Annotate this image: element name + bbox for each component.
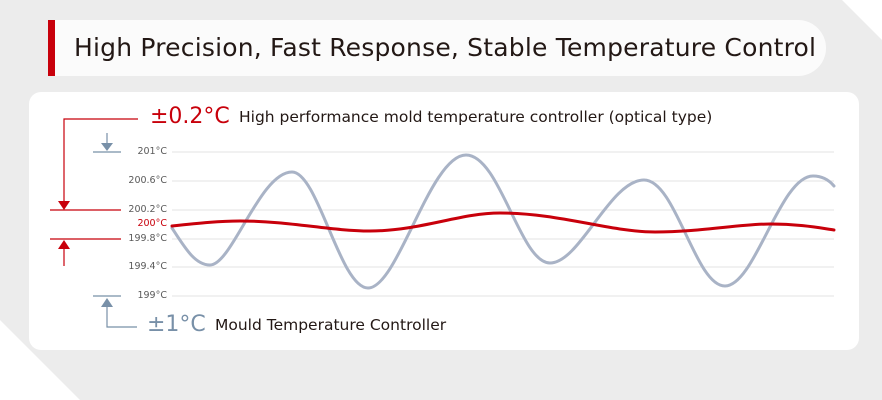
arrow-up-red-icon xyxy=(58,240,70,249)
standard-label: Mould Temperature Controller xyxy=(215,316,447,334)
y-tick-199: 199°C xyxy=(137,290,167,301)
y-tick-201: 201°C xyxy=(137,146,167,157)
y-tick-199-4: 199.4°C xyxy=(128,261,167,272)
y-tick-199-8: 199.8°C xyxy=(128,233,167,244)
high-performance-bracket xyxy=(50,118,138,266)
title-accent-bar xyxy=(48,20,55,76)
standard-controller-line xyxy=(170,153,836,290)
standard-bracket xyxy=(93,133,137,328)
y-tick-200-6: 200.6°C xyxy=(128,175,167,186)
y-tick-200-2: 200.2°C xyxy=(128,204,167,215)
high-performance-line xyxy=(170,211,836,234)
gridlines xyxy=(172,151,834,297)
page-title: High Precision, Fast Response, Stable Te… xyxy=(74,33,817,62)
high-performance-label: High performance mold temperature contro… xyxy=(239,108,713,126)
standard-tolerance: ±1°C xyxy=(147,312,206,337)
title-banner xyxy=(48,20,826,76)
arrow-down-gray-icon xyxy=(101,143,113,151)
high-performance-tolerance: ±0.2°C xyxy=(150,104,230,129)
arrow-down-red-icon xyxy=(58,201,70,210)
y-tick-200: 200°C xyxy=(137,218,167,229)
arrow-up-gray-icon xyxy=(101,298,113,307)
